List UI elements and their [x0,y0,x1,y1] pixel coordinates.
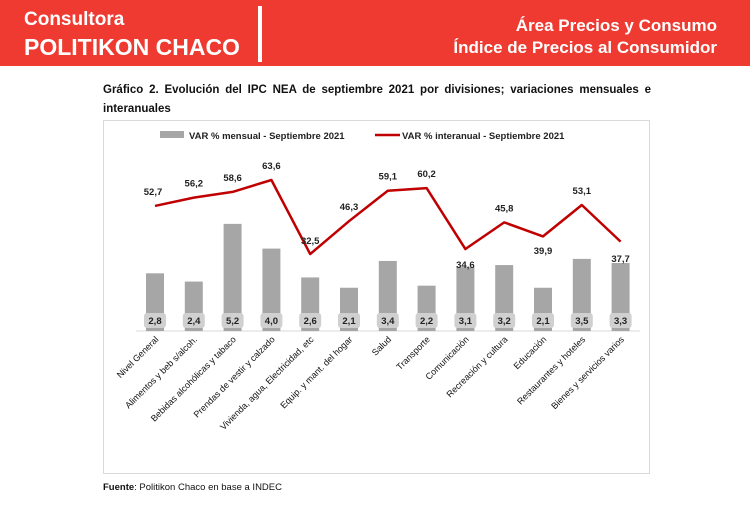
bar-label: 2,1 [342,316,356,327]
category-label: Salud [370,334,393,357]
category-label: Transporte [394,334,432,372]
source-label: Fuente [103,482,135,493]
bar-label: 3,4 [381,316,395,327]
bar [262,248,281,331]
interanual-line [154,178,622,256]
bar-label: 2,8 [148,316,161,327]
bar-label-box [454,313,477,328]
bar-label-box [532,313,554,328]
bar-label-box [144,313,166,328]
line-label: 52,7 [144,187,163,198]
line-label: 56,2 [185,179,204,190]
bar-label: 2,6 [304,316,317,327]
chart-frame [103,120,650,474]
category-label: Educación [512,334,549,371]
line-label: 45,8 [495,203,514,214]
bar-label: 3,2 [498,316,511,327]
bar-label-box [260,313,283,328]
header-area: Área Precios y Consumo [515,16,717,35]
bar-label-box [570,313,593,328]
bar [223,223,242,331]
line-label: 32,5 [301,236,320,247]
line-label: 63,6 [262,161,281,172]
source-note: Fuente: Politikon Chaco en base a INDEC [103,482,282,493]
source-text: : Politikon Chaco en base a INDEC [134,482,282,493]
bar-label-box [221,313,244,328]
bar-label-box [376,313,399,328]
category-label: Prendas de vestir y calzado [192,334,277,419]
category-label: Alimentos y beb s/alcoh. [123,334,199,410]
chart-title: Gráfico 2. Evolución del IPC NEA de sept… [103,84,651,115]
bar-label: 2,4 [187,316,201,327]
bar-label: 5,2 [226,316,239,327]
bar [572,258,591,331]
legend-bar-label: VAR % mensual - Septiembre 2021 [189,131,345,142]
header-subtitle: Índice de Precios al Consumidor [453,38,717,57]
legend-bar-swatch [160,131,184,138]
header-divider [258,6,262,62]
line-label: 39,9 [534,246,553,257]
bar-label-box [609,313,632,328]
line-label: 37,7 [611,254,630,265]
line-label: 60,2 [417,169,436,180]
bar-label: 4,0 [265,316,278,327]
bar-label-box [493,313,516,328]
line-label: 34,6 [456,260,475,271]
brand-line2: POLITIKON CHACO [24,34,240,60]
category-label: Restaurantes y hoteles [515,334,588,407]
line-label: 53,1 [573,186,592,197]
bar-label: 3,1 [459,316,473,327]
header: Consultora POLITIKON CHACO Área Precios … [0,0,750,66]
line-label: 59,1 [379,172,398,183]
bar-label-box [415,313,438,328]
bar-label-box [182,313,205,328]
bar-label-box [338,313,360,328]
brand-line1: Consultora [24,9,125,30]
bar-label: 3,3 [614,316,627,327]
legend-line-label: VAR % interanual - Septiembre 2021 [402,131,565,142]
bar-label: 3,5 [575,316,589,327]
category-label: Bienes y servicios varios [549,334,626,411]
line-label: 46,3 [340,202,359,213]
bar-label: 2,1 [536,316,550,327]
line-label: 58,6 [223,173,242,184]
bar-label: 2,2 [420,316,433,327]
category-label: Equip. y mant. del hogar [278,334,354,410]
bar-label-box [299,313,322,328]
